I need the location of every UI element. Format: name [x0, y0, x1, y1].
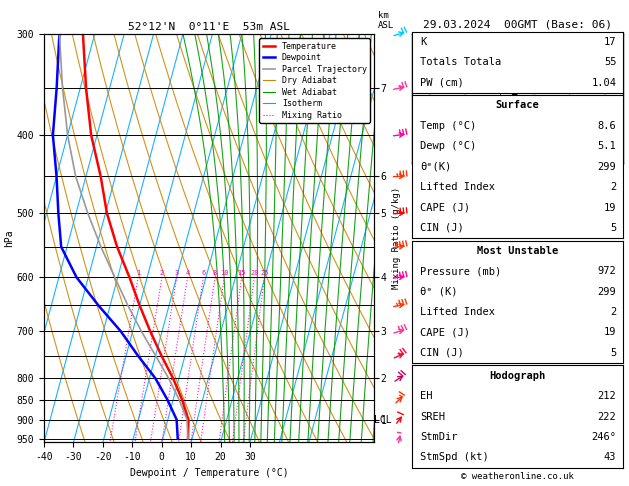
Text: 20: 20 — [250, 270, 259, 276]
Text: LCL: LCL — [374, 415, 392, 425]
Title: 52°12'N  0°11'E  53m ASL: 52°12'N 0°11'E 53m ASL — [128, 22, 290, 32]
Text: 222: 222 — [598, 412, 616, 421]
Text: CAPE (J): CAPE (J) — [420, 328, 470, 337]
Text: 15: 15 — [237, 270, 246, 276]
Text: 4: 4 — [186, 270, 190, 276]
Text: 212: 212 — [598, 391, 616, 401]
Text: 1.04: 1.04 — [591, 78, 616, 87]
Text: 246°: 246° — [591, 432, 616, 442]
Text: 972: 972 — [598, 266, 616, 276]
Text: K: K — [420, 37, 426, 47]
Text: Temp (°C): Temp (°C) — [420, 121, 477, 131]
Text: 29.03.2024  00GMT (Base: 06): 29.03.2024 00GMT (Base: 06) — [423, 19, 612, 29]
Text: Dewp (°C): Dewp (°C) — [420, 141, 477, 151]
Text: θᵉ(K): θᵉ(K) — [420, 162, 452, 172]
Text: 3: 3 — [175, 270, 179, 276]
Y-axis label: hPa: hPa — [4, 229, 14, 247]
Text: 10: 10 — [220, 270, 228, 276]
Text: 19: 19 — [604, 203, 616, 212]
Text: SREH: SREH — [420, 412, 445, 421]
Text: 55: 55 — [604, 57, 616, 67]
Text: 2: 2 — [160, 270, 164, 276]
Text: CAPE (J): CAPE (J) — [420, 203, 470, 212]
Text: 25: 25 — [260, 270, 269, 276]
Text: 43: 43 — [604, 452, 616, 462]
Text: EH: EH — [420, 391, 433, 401]
Text: 1: 1 — [136, 270, 140, 276]
Text: 8.6: 8.6 — [598, 121, 616, 131]
Text: θᵉ (K): θᵉ (K) — [420, 287, 458, 296]
Text: Lifted Index: Lifted Index — [420, 307, 496, 317]
Text: 299: 299 — [598, 162, 616, 172]
Text: Totals Totala: Totals Totala — [420, 57, 502, 67]
X-axis label: Dewpoint / Temperature (°C): Dewpoint / Temperature (°C) — [130, 468, 289, 478]
Text: StmSpd (kt): StmSpd (kt) — [420, 452, 489, 462]
Text: Hodograph: Hodograph — [489, 371, 545, 381]
Text: 5: 5 — [610, 348, 616, 358]
Text: PW (cm): PW (cm) — [420, 78, 464, 87]
Text: CIN (J): CIN (J) — [420, 348, 464, 358]
Text: 2: 2 — [610, 307, 616, 317]
Text: 19: 19 — [604, 328, 616, 337]
Text: © weatheronline.co.uk: © weatheronline.co.uk — [461, 472, 574, 481]
Text: StmDir: StmDir — [420, 432, 458, 442]
Text: Lifted Index: Lifted Index — [420, 182, 496, 192]
Text: 6: 6 — [201, 270, 206, 276]
Text: Most Unstable: Most Unstable — [477, 246, 558, 256]
Legend: Temperature, Dewpoint, Parcel Trajectory, Dry Adiabat, Wet Adiabat, Isotherm, Mi: Temperature, Dewpoint, Parcel Trajectory… — [259, 38, 370, 123]
Text: Surface: Surface — [496, 101, 539, 110]
Text: km
ASL: km ASL — [377, 11, 394, 30]
Text: kt: kt — [419, 36, 431, 46]
Text: 5: 5 — [610, 223, 616, 233]
Text: 5.1: 5.1 — [598, 141, 616, 151]
Text: CIN (J): CIN (J) — [420, 223, 464, 233]
Text: 2: 2 — [610, 182, 616, 192]
Y-axis label: Mixing Ratio (g/kg): Mixing Ratio (g/kg) — [392, 187, 401, 289]
Text: 299: 299 — [598, 287, 616, 296]
Text: 8: 8 — [213, 270, 217, 276]
Text: Pressure (mb): Pressure (mb) — [420, 266, 502, 276]
Text: 17: 17 — [604, 37, 616, 47]
